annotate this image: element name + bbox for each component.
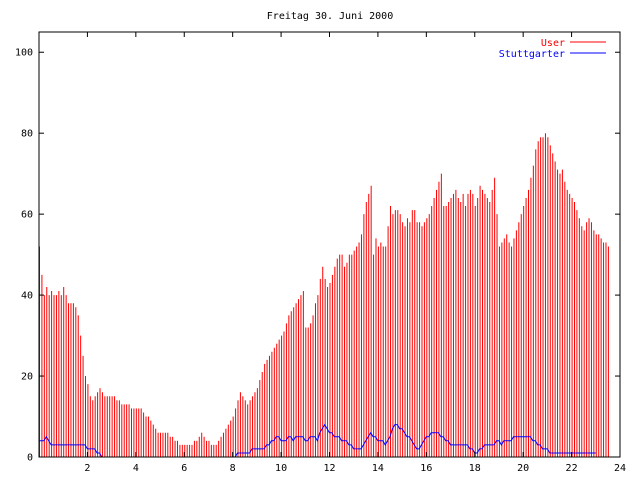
x-tick-label: 16: [420, 463, 432, 474]
x-tick-label: 22: [566, 463, 578, 474]
x-tick-label: 14: [372, 463, 384, 474]
y-tick-label: 80: [21, 129, 33, 140]
x-tick-label: 6: [181, 463, 187, 474]
y-tick-label: 100: [15, 48, 33, 59]
legend-label-user: User: [541, 38, 565, 49]
x-tick-label: 8: [230, 463, 236, 474]
x-tick-label: 24: [614, 463, 626, 474]
x-tick-label: 2: [84, 463, 90, 474]
x-tick-label: 20: [517, 463, 529, 474]
y-tick-label: 60: [21, 210, 33, 221]
chart-title: Freitag 30. Juni 2000: [267, 11, 393, 22]
y-tick-label: 40: [21, 291, 33, 302]
user-bars: [39, 133, 609, 457]
x-tick-label: 12: [323, 463, 335, 474]
legend-label-stuttgarter: Stuttgarter: [499, 49, 565, 60]
x-tick-label: 10: [275, 463, 287, 474]
x-tick-label: 4: [133, 463, 139, 474]
legend: User Stuttgarter: [499, 38, 606, 60]
x-tick-label: 18: [469, 463, 481, 474]
y-tick-label: 0: [27, 453, 33, 464]
y-tick-label: 20: [21, 372, 33, 383]
